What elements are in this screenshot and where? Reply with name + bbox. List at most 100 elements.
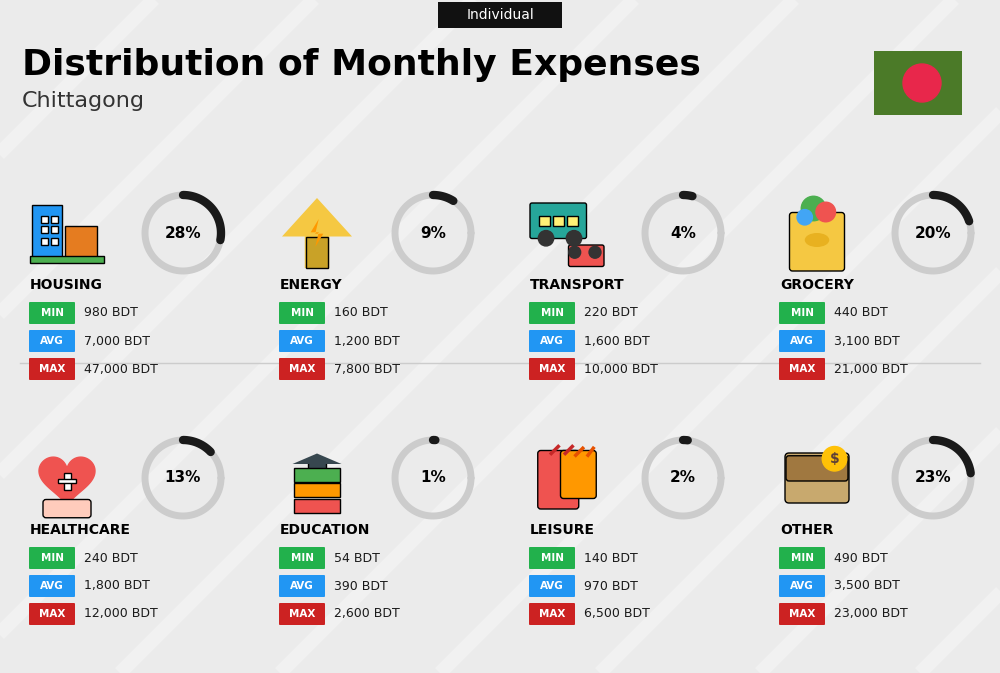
Text: 1,600 BDT: 1,600 BDT xyxy=(584,334,650,347)
FancyBboxPatch shape xyxy=(779,575,825,597)
FancyBboxPatch shape xyxy=(29,547,75,569)
Text: AVG: AVG xyxy=(790,581,814,591)
FancyBboxPatch shape xyxy=(43,499,91,518)
Text: MIN: MIN xyxy=(290,308,314,318)
FancyBboxPatch shape xyxy=(29,603,75,625)
Text: MIN: MIN xyxy=(790,553,814,563)
Text: 7,800 BDT: 7,800 BDT xyxy=(334,363,400,376)
FancyBboxPatch shape xyxy=(538,450,579,509)
Text: ENERGY: ENERGY xyxy=(280,278,343,292)
Text: 160 BDT: 160 BDT xyxy=(334,306,388,320)
FancyBboxPatch shape xyxy=(29,302,75,324)
Text: 12,000 BDT: 12,000 BDT xyxy=(84,608,158,621)
Polygon shape xyxy=(292,454,342,464)
FancyBboxPatch shape xyxy=(32,205,62,261)
Text: 4%: 4% xyxy=(670,225,696,240)
Text: MIN: MIN xyxy=(790,308,814,318)
FancyBboxPatch shape xyxy=(51,238,58,245)
Text: Distribution of Monthly Expenses: Distribution of Monthly Expenses xyxy=(22,48,701,82)
FancyBboxPatch shape xyxy=(279,330,325,352)
Text: MAX: MAX xyxy=(289,364,315,374)
Text: 13%: 13% xyxy=(165,470,201,485)
FancyBboxPatch shape xyxy=(539,215,550,226)
FancyBboxPatch shape xyxy=(64,472,70,490)
Text: 970 BDT: 970 BDT xyxy=(584,579,638,592)
FancyBboxPatch shape xyxy=(529,358,575,380)
Ellipse shape xyxy=(805,233,829,247)
Text: 47,000 BDT: 47,000 BDT xyxy=(84,363,158,376)
FancyBboxPatch shape xyxy=(874,51,962,115)
FancyBboxPatch shape xyxy=(29,330,75,352)
Text: 2,600 BDT: 2,600 BDT xyxy=(334,608,400,621)
FancyBboxPatch shape xyxy=(279,575,325,597)
Text: 10,000 BDT: 10,000 BDT xyxy=(584,363,658,376)
Text: 220 BDT: 220 BDT xyxy=(584,306,638,320)
Text: AVG: AVG xyxy=(290,336,314,346)
Text: 23,000 BDT: 23,000 BDT xyxy=(834,608,908,621)
FancyBboxPatch shape xyxy=(529,302,575,324)
Circle shape xyxy=(797,209,812,225)
Text: 440 BDT: 440 BDT xyxy=(834,306,888,320)
Text: 54 BDT: 54 BDT xyxy=(334,551,380,565)
Circle shape xyxy=(569,246,581,258)
FancyBboxPatch shape xyxy=(29,575,75,597)
Text: 140 BDT: 140 BDT xyxy=(584,551,638,565)
Polygon shape xyxy=(311,219,323,247)
Text: 9%: 9% xyxy=(420,225,446,240)
Text: MAX: MAX xyxy=(539,364,565,374)
FancyBboxPatch shape xyxy=(779,330,825,352)
FancyBboxPatch shape xyxy=(529,330,575,352)
Text: 390 BDT: 390 BDT xyxy=(334,579,388,592)
FancyBboxPatch shape xyxy=(530,203,586,238)
FancyBboxPatch shape xyxy=(790,213,844,271)
Text: 3,500 BDT: 3,500 BDT xyxy=(834,579,900,592)
Circle shape xyxy=(903,64,941,102)
FancyBboxPatch shape xyxy=(279,358,325,380)
FancyBboxPatch shape xyxy=(779,603,825,625)
Polygon shape xyxy=(39,457,95,507)
Text: MIN: MIN xyxy=(540,308,564,318)
Text: Chittagong: Chittagong xyxy=(22,91,145,111)
Text: 20%: 20% xyxy=(915,225,951,240)
FancyBboxPatch shape xyxy=(529,547,575,569)
Text: MAX: MAX xyxy=(39,609,65,619)
FancyBboxPatch shape xyxy=(294,468,340,481)
Circle shape xyxy=(816,202,836,222)
FancyBboxPatch shape xyxy=(58,479,76,483)
Text: 1,800 BDT: 1,800 BDT xyxy=(84,579,150,592)
FancyBboxPatch shape xyxy=(438,2,562,28)
FancyBboxPatch shape xyxy=(65,226,97,261)
Text: MIN: MIN xyxy=(540,553,564,563)
Text: 240 BDT: 240 BDT xyxy=(84,551,138,565)
Text: 6,500 BDT: 6,500 BDT xyxy=(584,608,650,621)
Text: 7,000 BDT: 7,000 BDT xyxy=(84,334,150,347)
Text: MAX: MAX xyxy=(789,609,815,619)
Circle shape xyxy=(822,446,847,471)
Text: $: $ xyxy=(830,452,839,466)
FancyBboxPatch shape xyxy=(294,483,340,497)
FancyBboxPatch shape xyxy=(279,547,325,569)
Circle shape xyxy=(566,231,582,246)
FancyBboxPatch shape xyxy=(779,302,825,324)
FancyBboxPatch shape xyxy=(279,603,325,625)
Text: MAX: MAX xyxy=(539,609,565,619)
FancyBboxPatch shape xyxy=(568,245,604,267)
FancyBboxPatch shape xyxy=(41,215,48,223)
FancyBboxPatch shape xyxy=(51,215,58,223)
Text: MIN: MIN xyxy=(290,553,314,563)
FancyBboxPatch shape xyxy=(29,358,75,380)
Circle shape xyxy=(589,246,601,258)
FancyBboxPatch shape xyxy=(779,358,825,380)
FancyBboxPatch shape xyxy=(306,236,328,268)
Text: AVG: AVG xyxy=(40,581,64,591)
Text: 28%: 28% xyxy=(165,225,201,240)
Text: Individual: Individual xyxy=(466,8,534,22)
Text: 23%: 23% xyxy=(915,470,951,485)
Text: LEISURE: LEISURE xyxy=(530,523,595,537)
Polygon shape xyxy=(282,198,352,268)
FancyBboxPatch shape xyxy=(785,453,849,503)
Text: 3,100 BDT: 3,100 BDT xyxy=(834,334,900,347)
Text: OTHER: OTHER xyxy=(780,523,833,537)
Text: AVG: AVG xyxy=(790,336,814,346)
Circle shape xyxy=(801,197,826,221)
